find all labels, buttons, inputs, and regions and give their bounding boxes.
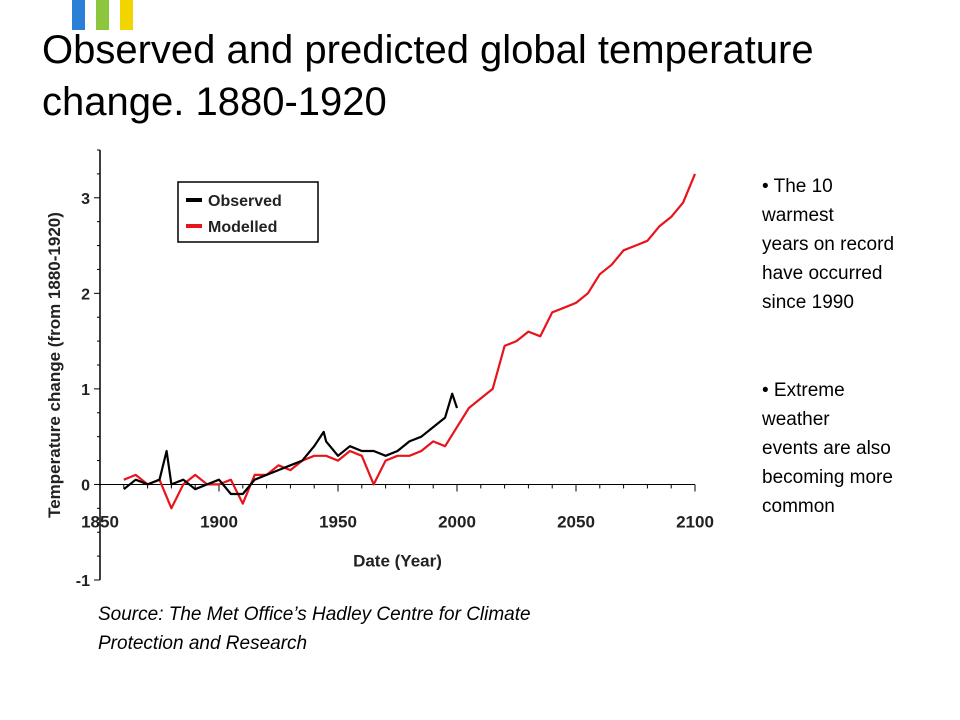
bullet-line: have occurred: [762, 263, 883, 284]
y-axis-label: Temperature change (from 1880-1920): [45, 212, 64, 518]
bullet-line: weather: [762, 409, 830, 430]
x-tick-label: 2050: [557, 512, 595, 531]
series-line-observed: [123, 392, 459, 496]
x-tick-label: 1900: [200, 512, 238, 531]
y-tick-label: 0: [81, 477, 90, 494]
bullet-line: warmest: [762, 205, 834, 226]
bullet-extreme-weather: • Extreme weather events are also becomi…: [762, 376, 952, 521]
bullet-line: since 1990: [762, 292, 854, 313]
source-line-1: Source: The Met Office’s Hadley Centre f…: [98, 604, 531, 625]
x-tick-label: 1950: [319, 512, 357, 531]
bullet-line: years on record: [762, 234, 895, 255]
bullet-list: • The 10 warmest years on record have oc…: [762, 172, 952, 580]
bullet-line: • Extreme: [762, 380, 845, 401]
y-tick-label: 2: [81, 286, 90, 303]
legend-label-observed: Observed: [208, 193, 282, 210]
series-line-modelled: [123, 173, 697, 510]
logo-yellow-bar: [120, 0, 133, 30]
logo-blue-bar: [72, 0, 85, 30]
source-line-2: Protection and Research: [98, 633, 308, 654]
legend-label-modelled: Modelled: [208, 219, 277, 236]
y-tick-label: 1: [81, 382, 90, 399]
bullet-line: events are also: [762, 438, 891, 459]
x-tick-label: 1850: [81, 512, 119, 531]
bullet-line: becoming more: [762, 467, 893, 488]
logo-green-bar: [96, 0, 109, 30]
y-tick-label: -1: [76, 573, 90, 590]
x-tick-label: 2100: [676, 512, 714, 531]
source-caption: Source: The Met Office’s Hadley Centre f…: [98, 600, 698, 658]
bullet-warmest-years: • The 10 warmest years on record have oc…: [762, 172, 952, 317]
legend-box: [177, 181, 319, 243]
slide-title-line-2: change. 1880-1920: [42, 80, 387, 124]
slide-title: Observed and predicted global temperatur…: [42, 24, 922, 128]
x-axis-label: Date (Year): [353, 551, 442, 570]
bullet-line: common: [762, 496, 835, 517]
x-tick-label: 2000: [438, 512, 476, 531]
slide-title-line-1: Observed and predicted global temperatur…: [42, 28, 814, 72]
bullet-line: • The 10: [762, 176, 833, 197]
temperature-chart: -1 0 1 2 3 1850 1900 1950 2000 2050 2100 Date (Year…: [45, 149, 714, 590]
y-tick-label: 3: [81, 191, 90, 208]
